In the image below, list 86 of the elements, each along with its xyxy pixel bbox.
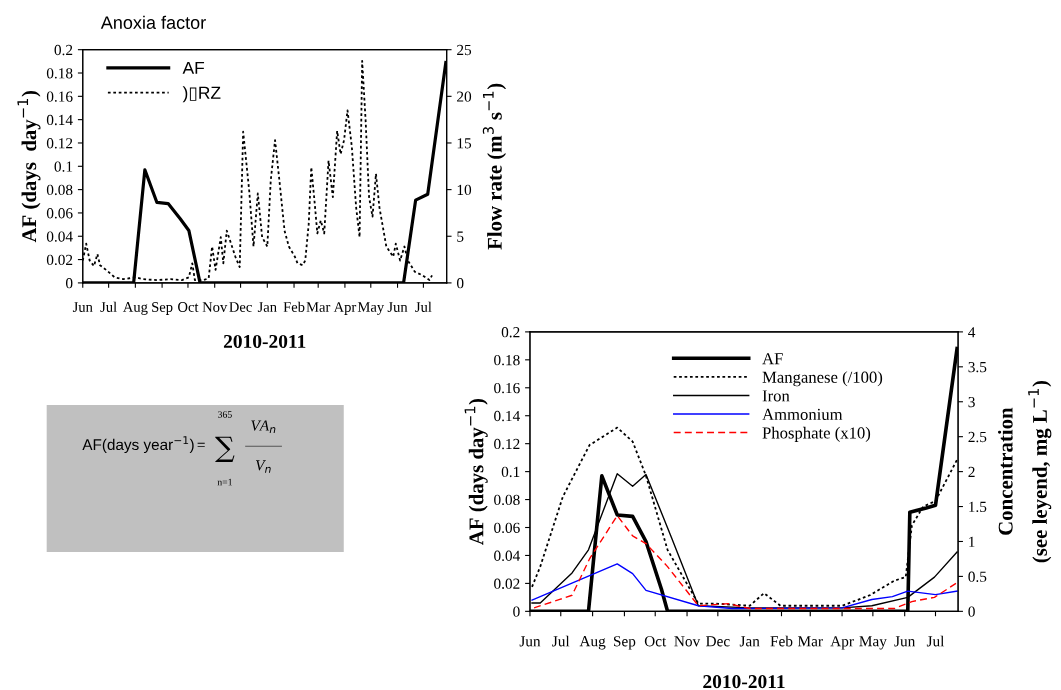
y-tick-label: 0.02 xyxy=(494,578,520,589)
y-tick-label: 0 xyxy=(65,278,73,289)
y2-axis-title: Flow rate (m$^{3}$ s$^{−1}$) xyxy=(482,83,507,250)
x-tick-label: Sep xyxy=(613,636,636,650)
y2-tick-label: 3.5 xyxy=(968,362,987,373)
y-axis-title: AF (days day$^{−1}$) xyxy=(464,398,488,546)
text: = xyxy=(197,442,205,447)
x-tick-label: Jul xyxy=(552,635,570,647)
x-tick-label: Nov xyxy=(202,302,228,312)
y-tick-label: 0.16 xyxy=(46,91,73,102)
y-tick-label: 0.16 xyxy=(494,382,520,394)
x-tick-label: Jan xyxy=(257,302,277,312)
y2-tick-label: 4 xyxy=(968,327,976,338)
y-tick-label: 0.08 xyxy=(46,184,73,196)
y-tick-label: 0.04 xyxy=(494,550,521,561)
y2-tick-label: 20 xyxy=(457,91,472,102)
y2-tick-label: 1.5 xyxy=(969,501,987,513)
y2-axis-title: Concentration (see leyend, mg L$^{−1}$) xyxy=(998,380,1052,563)
y-tick-label: 0.12 xyxy=(494,438,520,450)
x-tick-label: Jul xyxy=(415,301,432,312)
x-axis-title: 2010-2011 xyxy=(223,334,306,348)
x-tick-label: Sep xyxy=(152,302,173,315)
legend-label: Ammonium xyxy=(762,408,843,421)
chart-title: Anoxia factor xyxy=(100,15,206,29)
text: 365 xyxy=(218,411,232,418)
y-tick-label: 0.04 xyxy=(46,231,73,242)
text: VA$_{n}$ xyxy=(251,420,276,434)
y-tick-label: 0.14 xyxy=(46,114,73,126)
x-tick-label: Jun xyxy=(72,302,93,312)
x-tick-label: Oct xyxy=(644,636,667,647)
y-tick-label: 0.2 xyxy=(54,44,73,56)
y2-tick-label: 5 xyxy=(457,231,464,242)
y2-tick-label: 2.5 xyxy=(968,431,987,443)
y-tick-label: 0.02 xyxy=(46,254,73,266)
x-tick-label: Jul xyxy=(926,635,945,647)
x-tick-label: May xyxy=(357,302,385,315)
x-tick-label: Apr xyxy=(830,636,854,650)
y-tick-label: 0.12 xyxy=(46,138,73,149)
y2-tick-label: 0 xyxy=(456,278,464,289)
x-tick-label: Feb xyxy=(770,635,793,647)
x-tick-label: Feb xyxy=(283,301,305,312)
x-tick-label: Dec xyxy=(229,302,252,312)
legend-label: Manganese (/100) xyxy=(762,371,883,387)
legend-label: Phosphate (x10) xyxy=(762,426,871,442)
y2-tick-label: 10 xyxy=(457,184,472,196)
x-tick-label: Oct xyxy=(178,302,199,312)
y2-tick-label: 0.5 xyxy=(968,571,987,582)
y-tick-label: 0.18 xyxy=(494,354,520,366)
legend-label: AF xyxy=(182,61,205,74)
x-tick-label: Mar xyxy=(306,302,331,312)
text: AF(days year$^{−1}$) xyxy=(82,436,194,454)
legend-label: )▯RZ xyxy=(182,86,221,103)
text: ∑ xyxy=(215,436,235,463)
y-tick-label: 0.08 xyxy=(494,494,520,506)
y-axis-title: AF (days day$^{−1}$) xyxy=(17,90,41,243)
y2-tick-label: 15 xyxy=(457,138,472,149)
y-tick-label: 0.2 xyxy=(501,327,520,338)
y-tick-label: 0.1 xyxy=(501,466,520,478)
x-tick-label: Dec xyxy=(705,636,730,647)
x-tick-label: Jun xyxy=(387,302,408,312)
y2-tick-label: 0 xyxy=(968,606,975,617)
y2-tick-label: 1 xyxy=(969,536,975,547)
x-tick-label: Jan xyxy=(739,636,760,647)
text: n=1 xyxy=(217,478,232,486)
legend-label: AF xyxy=(762,353,783,365)
x-axis-title: 2010-2011 xyxy=(703,675,785,689)
y-tick-label: 0.06 xyxy=(46,208,73,219)
x-tick-label: Nov xyxy=(674,636,701,647)
x-tick-label: May xyxy=(859,636,887,650)
y2-tick-label: 2 xyxy=(968,466,975,477)
y-tick-label: 0.18 xyxy=(46,68,73,79)
y2-tick-label: 3 xyxy=(968,396,975,408)
x-tick-label: Mar xyxy=(797,636,823,647)
text: V$_{n}$ xyxy=(255,460,271,473)
y-tick-label: 0.1 xyxy=(54,161,73,172)
x-tick-label: Apr xyxy=(333,302,357,315)
x-tick-label: Jul xyxy=(100,301,117,312)
x-tick-label: Aug xyxy=(579,636,606,650)
legend-label: Iron xyxy=(762,390,790,402)
x-tick-label: Jun xyxy=(519,636,541,647)
y-tick-label: 0.14 xyxy=(494,410,521,422)
x-tick-label: Jun xyxy=(894,636,916,647)
y-tick-label: 0 xyxy=(513,606,520,617)
x-tick-label: Aug xyxy=(122,302,148,315)
y2-tick-label: 25 xyxy=(457,44,472,56)
y-tick-label: 0.06 xyxy=(494,522,520,534)
